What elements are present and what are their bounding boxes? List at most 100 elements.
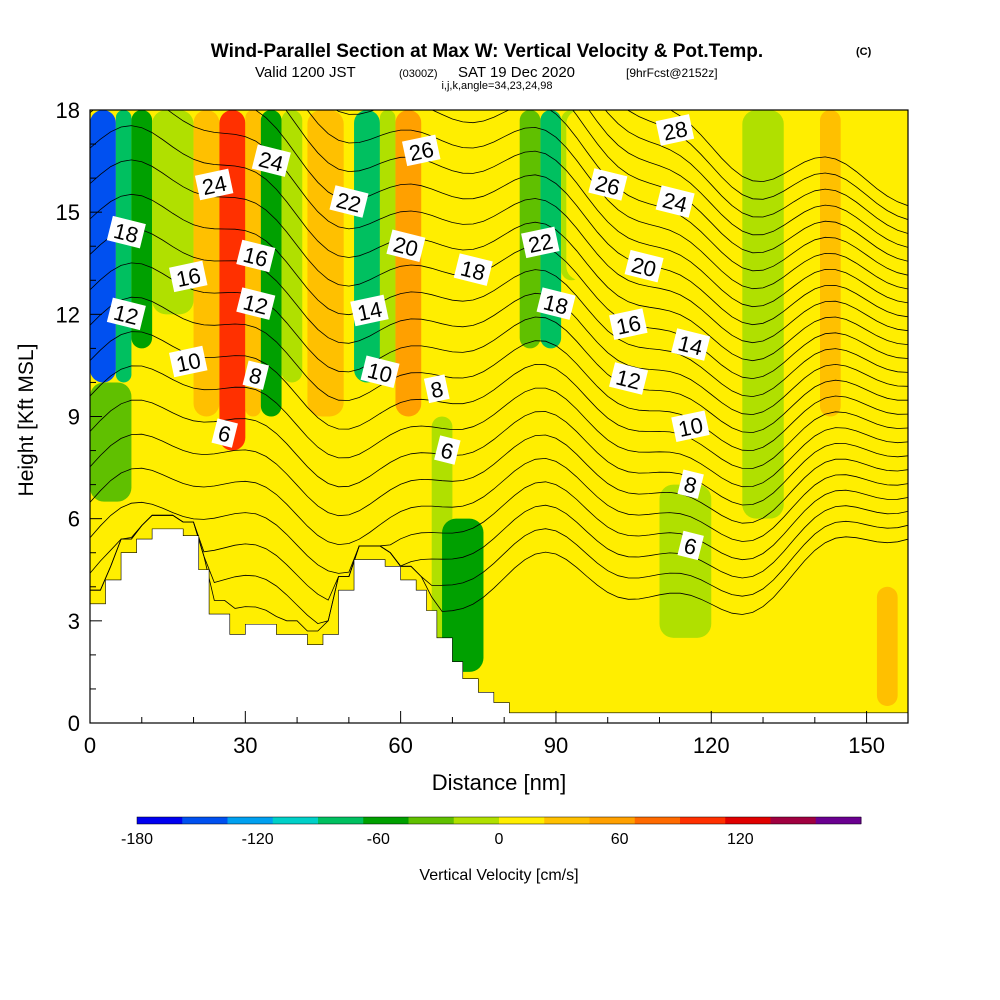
theta-contour: [90, 110, 908, 344]
contour-label: 16: [169, 260, 208, 293]
contour-label-text: 12: [111, 300, 141, 330]
theta-contour: [254, 110, 908, 326]
theta-contour: [90, 504, 908, 601]
colorbar-tick-label: -180: [121, 831, 153, 848]
theta-contour: [335, 110, 908, 276]
y-tick-label: 18: [56, 98, 80, 123]
theta-contour: [90, 365, 908, 488]
velocity-band: [876, 586, 898, 706]
contour-label-text: 6: [438, 437, 456, 464]
colorbar-swatch: [408, 817, 455, 824]
theta-contour: [90, 514, 908, 625]
colorbar-label: Vertical Velocity [cm/s]: [419, 867, 578, 884]
contour-label: 6: [211, 418, 238, 448]
velocity-band: [90, 382, 132, 502]
contour-label-text: 18: [541, 290, 571, 320]
contour-label: 8: [677, 469, 704, 499]
theta-contour: [306, 110, 908, 290]
x-tick-label: 150: [848, 733, 885, 758]
colorbar-swatch: [770, 817, 817, 824]
contour-label-text: 12: [241, 290, 271, 320]
velocity-band: [752, 518, 815, 706]
contour-label: 16: [236, 239, 276, 273]
velocity-band: [354, 110, 380, 383]
colorbar-swatch: [680, 817, 726, 824]
subtitle-indices: i,j,k,angle=34,23,24,98: [441, 80, 552, 92]
colorbar-frame: [136, 816, 862, 825]
theta-contour: [670, 110, 908, 207]
contour-label: 26: [588, 168, 628, 201]
colorbar-swatch: [499, 817, 545, 824]
theta-contour: [90, 433, 908, 524]
theta-contour: [572, 110, 908, 262]
subtitle-main: Valid 1200 JST: [255, 64, 356, 81]
colorbar-swatch: [544, 817, 590, 824]
x-tick-label: 30: [233, 733, 257, 758]
theta-contour: [90, 125, 908, 362]
colorbar-swatch: [634, 817, 681, 824]
contour-label: 18: [536, 287, 576, 320]
colorbar-tick-label: 120: [727, 831, 754, 848]
theta-contour: [90, 331, 908, 469]
y-tick-label: 15: [56, 200, 80, 225]
velocity-band: [395, 110, 422, 417]
theta-contour: [604, 110, 908, 234]
y-tick-label: 12: [56, 302, 80, 327]
contour-label-text: 22: [334, 187, 364, 217]
contour-label: 22: [521, 226, 560, 259]
x-axis-label: Distance [nm]: [432, 770, 567, 795]
chart-title: Wind-Parallel Section at Max W: Vertical…: [211, 41, 763, 62]
colorbar-swatch: [453, 817, 500, 824]
colorbar-swatch: [137, 817, 183, 824]
colorbar-swatch: [815, 817, 862, 824]
terrain-mask: [89, 528, 909, 724]
contour-label-text: 14: [355, 297, 384, 327]
contour-label: 14: [671, 328, 711, 361]
contour-label-text: 26: [407, 137, 436, 167]
colorbar-swatch: [182, 817, 228, 824]
y-axis-label: Height [Kft MSL]: [15, 344, 38, 497]
theta-contour: [90, 399, 908, 506]
contour-label-text: 22: [526, 229, 555, 259]
contour-label: 24: [655, 185, 695, 218]
colorbar-tick-label: -60: [367, 831, 390, 848]
contour-label-text: 16: [174, 263, 203, 293]
contour-label: 10: [671, 410, 710, 442]
contour-label: 20: [624, 249, 664, 283]
theta-contour: [90, 296, 908, 452]
contour-label-text: 8: [428, 376, 445, 403]
colorbar-swatch: [725, 817, 771, 824]
colorbar-swatch: [318, 817, 364, 824]
colorbar-swatch: [589, 817, 636, 824]
velocity-band: [307, 110, 344, 417]
contour-label-text: 10: [174, 348, 203, 378]
contour-label: 26: [402, 134, 441, 167]
contour-label-text: 10: [676, 412, 705, 442]
velocity-band: [442, 518, 484, 672]
theta-contour: [627, 110, 908, 220]
contour-label-text: 28: [661, 116, 690, 146]
contour-label: 28: [655, 114, 695, 146]
subtitle-date: SAT 19 Dec 2020: [458, 64, 575, 81]
colorbar-swatch: [227, 817, 274, 824]
x-tick-label: 90: [544, 733, 568, 758]
velocity-band: [819, 110, 841, 417]
y-tick-label: 6: [68, 507, 80, 532]
velocity-band: [659, 484, 712, 638]
contour-label-text: 16: [614, 310, 643, 340]
contour-label-text: 12: [613, 364, 643, 394]
velocity-band: [499, 450, 541, 706]
y-tick-label: 9: [68, 405, 80, 430]
colorbar-swatch: [272, 817, 319, 824]
contour-label-text: 10: [365, 358, 395, 388]
velocity-band: [519, 110, 541, 349]
velocity-band: [281, 110, 303, 383]
theta-contour: [90, 262, 908, 434]
contour-label-text: 24: [200, 171, 229, 201]
x-tick-label: 120: [693, 733, 730, 758]
contour-label-text: 8: [681, 471, 699, 498]
velocity-band: [587, 620, 629, 706]
subtitle-forecast: [9hrFcst@2152z]: [626, 66, 718, 80]
contour-label: 24: [194, 168, 234, 201]
